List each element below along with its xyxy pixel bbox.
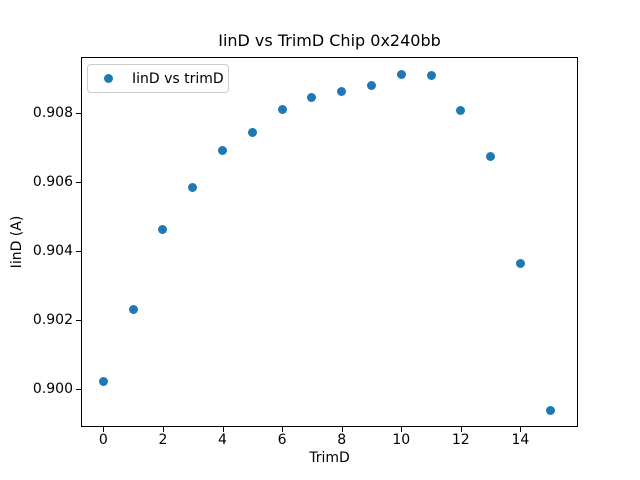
scatter-point <box>545 406 555 416</box>
x-tick <box>460 427 462 432</box>
x-tick <box>520 427 522 432</box>
scatter-point <box>426 70 436 80</box>
x-tick-label: 6 <box>277 432 287 448</box>
legend: IinD vs trimD <box>87 64 229 93</box>
scatter-point <box>366 80 376 90</box>
y-axis-label: IinD (A) <box>9 215 25 269</box>
x-tick <box>162 427 164 432</box>
scatter-point <box>515 258 525 268</box>
y-tick-label: 0.900 <box>32 380 73 397</box>
chart-title: IinD vs TrimD Chip 0x240bb <box>218 31 441 50</box>
scatter-point <box>188 182 198 192</box>
y-tick-label: 0.908 <box>32 105 73 122</box>
scatter-point <box>396 69 406 79</box>
y-tick <box>76 113 81 115</box>
x-tick-label: 14 <box>511 432 530 448</box>
scatter-point <box>128 305 138 315</box>
x-tick-label: 4 <box>218 432 227 448</box>
legend-label: IinD vs trimD <box>132 70 224 87</box>
scatter-point <box>307 92 317 102</box>
scatter-point <box>98 377 108 387</box>
y-tick-label: 0.904 <box>32 243 73 260</box>
y-tick-label: 0.902 <box>32 311 73 328</box>
y-tick <box>76 388 81 390</box>
x-tick-label: 2 <box>158 432 168 448</box>
scatter-point <box>337 87 347 97</box>
scatter-point <box>456 106 466 116</box>
scatter-point <box>277 104 287 114</box>
x-tick <box>341 427 343 432</box>
x-tick-label: 10 <box>392 432 411 448</box>
y-tick-label: 0.906 <box>32 174 73 191</box>
x-axis-label: TrimD <box>309 450 350 466</box>
legend-marker-icon <box>104 74 113 83</box>
scatter-point <box>486 151 496 161</box>
scatter-point <box>158 224 168 234</box>
scatter-point <box>247 128 257 138</box>
y-tick <box>76 182 81 184</box>
y-tick <box>76 251 81 253</box>
x-tick <box>282 427 284 432</box>
y-tick <box>76 319 81 321</box>
x-tick-label: 8 <box>337 432 347 448</box>
scatter-point <box>218 145 227 155</box>
plot-area: IinD vs trimD <box>81 57 578 427</box>
x-tick <box>103 427 105 432</box>
x-tick-label: 12 <box>451 432 470 448</box>
x-tick <box>401 427 403 432</box>
x-tick <box>222 427 224 432</box>
x-tick-label: 0 <box>98 432 108 448</box>
